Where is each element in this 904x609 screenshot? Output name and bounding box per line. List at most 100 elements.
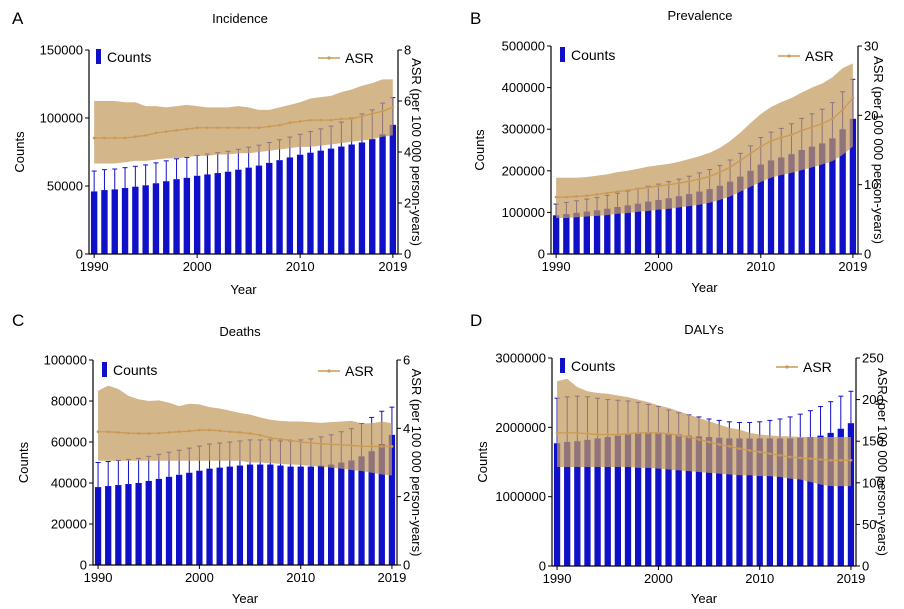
y2-tick-label: 0 (404, 247, 411, 262)
y-axis-label: Counts (16, 441, 31, 483)
count-bar (564, 441, 571, 566)
legend-asr-marker (327, 56, 331, 60)
y-tick-label: 2000000 (495, 420, 546, 435)
asr-point (636, 431, 640, 435)
y2-tick-label: 0 (862, 559, 869, 574)
asr-point (790, 133, 793, 137)
asr-point (820, 122, 824, 126)
asr-point (185, 127, 189, 131)
count-bar (216, 467, 223, 565)
y2-tick-label: 30 (864, 39, 878, 54)
count-bar (736, 438, 743, 566)
asr-point (208, 428, 211, 432)
count-bar (594, 438, 601, 566)
asr-point (800, 129, 804, 132)
x-tick-label: 2010 (286, 259, 315, 274)
asr-point (258, 433, 262, 437)
count-bar (685, 194, 693, 254)
asr-point (565, 431, 569, 435)
count-bar (277, 465, 284, 565)
count-bar (655, 432, 662, 566)
y-tick-label: 100000 (40, 111, 83, 126)
count-bar (849, 118, 857, 254)
x-tick-label: 2010 (286, 570, 315, 585)
count-bar (245, 167, 252, 254)
y-tick-label: 0 (80, 558, 87, 573)
legend-asr-marker (787, 54, 791, 58)
count-bar (827, 432, 834, 566)
asr-point (585, 194, 589, 198)
asr-point (778, 453, 782, 457)
asr-point (226, 126, 230, 130)
asr-point (360, 114, 364, 118)
asr-point (381, 109, 384, 113)
count-bar (756, 438, 763, 566)
panel-title: Deaths (219, 324, 261, 339)
asr-point (798, 456, 802, 460)
x-tick-label: 2000 (183, 259, 212, 274)
count-bar (255, 165, 263, 254)
asr-point (829, 458, 833, 462)
count-bar (706, 189, 713, 254)
count-bar (204, 174, 211, 254)
plot-area: 0 100000 200000 300000 400000 500000 0 10 20 30 19… (472, 39, 886, 296)
legend-asr-marker (327, 369, 331, 373)
count-bar (837, 428, 844, 566)
count-bar (145, 480, 152, 565)
count-bar (173, 179, 180, 254)
y-tick-label: 3000000 (495, 351, 546, 366)
asr-point (646, 186, 650, 189)
asr-point (809, 457, 812, 461)
plot-area: 0 50000 100000 150000 0 2 4 6 8 1990 2000 2010 2019 Y… (12, 43, 424, 298)
count-bar (614, 206, 621, 254)
count-bar (286, 157, 294, 254)
legend-asr-label: ASR (345, 363, 374, 379)
y-tick-label: 150000 (40, 43, 83, 58)
y-axis-label: Counts (12, 131, 27, 173)
count-bar (645, 432, 652, 566)
legend-counts-swatch (96, 49, 101, 64)
count-bar (121, 188, 129, 254)
y-tick-label: 0 (539, 559, 546, 574)
plot-area: 0 20000 40000 60000 80000 100000 0 2 4 6 1990 2000 2… (16, 353, 424, 607)
count-bar (327, 464, 335, 565)
y-tick-label: 50000 (47, 179, 83, 194)
count-bar (94, 487, 102, 565)
count-bar (226, 466, 233, 565)
count-bar (786, 438, 794, 566)
count-bar (817, 435, 824, 566)
x-tick-label: 1990 (80, 259, 109, 274)
count-bar (776, 438, 784, 566)
legend-asr-label: ASR (803, 359, 832, 375)
asr-point (391, 105, 395, 109)
asr-point (626, 432, 630, 436)
count-bar (206, 468, 213, 565)
count-bar (675, 196, 683, 254)
asr-point (555, 431, 559, 435)
count-bar (317, 465, 325, 565)
count-bar (236, 465, 244, 565)
asr-point (687, 435, 691, 439)
asr-point (727, 444, 731, 448)
count-bar (186, 472, 193, 565)
asr-point (360, 444, 363, 448)
count-bar (193, 175, 201, 254)
asr-point (748, 448, 751, 452)
asr-point (267, 125, 271, 128)
y-tick-label: 0 (76, 247, 83, 262)
count-bar (163, 181, 170, 254)
x-tick-label: 2000 (644, 571, 673, 586)
asr-point (195, 126, 199, 130)
asr-point (154, 131, 158, 135)
count-bar (583, 211, 590, 254)
asr-point (616, 190, 619, 194)
y2-tick-label: 6 (403, 353, 410, 368)
asr-point (309, 441, 313, 445)
asr-point (616, 433, 620, 436)
y-tick-label: 20000 (51, 517, 87, 532)
count-bar (224, 171, 232, 254)
y2-tick-label: 0 (864, 247, 871, 262)
legend-asr-label: ASR (805, 48, 834, 64)
asr-point (289, 438, 292, 442)
